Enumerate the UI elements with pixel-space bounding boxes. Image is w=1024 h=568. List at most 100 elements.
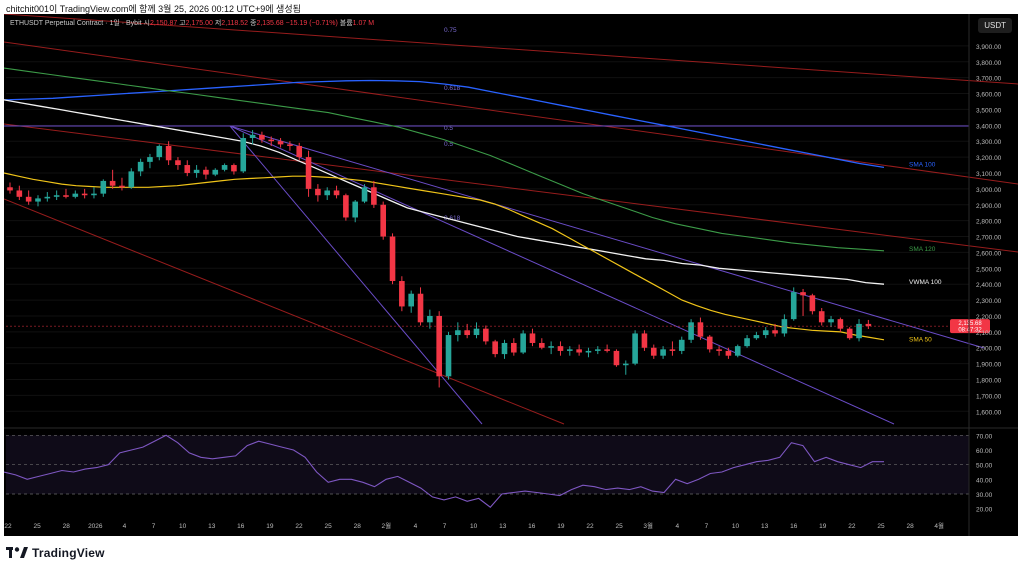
candle-body[interactable] (165, 145, 172, 161)
candle-body[interactable] (641, 333, 648, 348)
channel-line[interactable] (3, 198, 565, 425)
candle-body[interactable] (361, 187, 368, 202)
chart-area[interactable]: ETHUSDT Perpetual Contract · 1일 · Bybit … (3, 13, 1019, 536)
candle-body[interactable] (548, 346, 554, 348)
candle-body[interactable] (865, 323, 872, 327)
price-badge[interactable] (950, 319, 990, 334)
candle-body[interactable] (63, 195, 69, 197)
candle-body[interactable] (706, 336, 713, 350)
candle-body[interactable] (445, 335, 452, 377)
candle-body[interactable] (7, 187, 13, 191)
candle-body[interactable] (287, 144, 293, 146)
candle-body[interactable] (846, 328, 853, 339)
tradingview-brand-text[interactable]: TradingView (32, 546, 105, 560)
channel-line[interactable] (3, 13, 1019, 85)
candle-body[interactable] (716, 349, 722, 351)
candle-body[interactable] (632, 333, 638, 364)
candle-body[interactable] (16, 190, 23, 197)
candle-body[interactable] (399, 281, 405, 307)
candle-body[interactable] (371, 187, 377, 205)
candle-body[interactable] (734, 346, 741, 356)
trend-line[interactable] (229, 125, 895, 425)
candle-body[interactable] (427, 315, 433, 323)
candle-body[interactable] (818, 311, 825, 323)
candle-body[interactable] (436, 315, 442, 377)
candle-body[interactable] (249, 134, 256, 139)
candle-body[interactable] (203, 169, 209, 175)
candle-body[interactable] (343, 195, 349, 218)
candle-body[interactable] (650, 347, 657, 356)
candle-body[interactable] (109, 180, 116, 186)
candle-body[interactable] (119, 185, 125, 188)
candle-body[interactable] (557, 346, 564, 351)
candle-body[interactable] (408, 293, 414, 307)
candle-body[interactable] (455, 330, 461, 336)
tradingview-logo-icon[interactable] (6, 547, 28, 559)
candle-body[interactable] (520, 333, 526, 353)
candle-body[interactable] (483, 328, 489, 342)
candle-body[interactable] (613, 350, 620, 366)
candle-body[interactable] (585, 350, 592, 353)
candle-body[interactable] (231, 165, 237, 172)
candle-body[interactable] (324, 190, 331, 196)
candle-body[interactable] (856, 323, 862, 339)
candle-body[interactable] (567, 349, 573, 351)
candle-body[interactable] (389, 236, 396, 282)
candle-body[interactable] (809, 295, 816, 312)
candle-body[interactable] (660, 349, 666, 356)
channel-line[interactable] (3, 41, 1019, 185)
currency-badge[interactable]: USDT (978, 18, 1012, 33)
candle-body[interactable] (72, 193, 79, 197)
channel-line[interactable] (3, 123, 1019, 253)
candle-body[interactable] (137, 161, 144, 172)
candle-body[interactable] (492, 341, 498, 355)
candle-body[interactable] (529, 333, 536, 343)
candle-body[interactable] (669, 349, 676, 351)
candle-body[interactable] (25, 196, 32, 202)
candle-body[interactable] (240, 138, 247, 172)
candle-body[interactable] (837, 319, 844, 329)
candle-body[interactable] (417, 293, 424, 323)
candle-body[interactable] (212, 169, 219, 175)
candle-body[interactable] (296, 145, 303, 158)
candle-body[interactable] (473, 328, 480, 336)
candle-body[interactable] (594, 349, 601, 351)
candle-body[interactable] (828, 319, 834, 323)
candle-body[interactable] (259, 134, 265, 140)
candle-body[interactable] (781, 319, 788, 334)
candle-body[interactable] (688, 322, 694, 340)
candle-body[interactable] (221, 165, 228, 170)
candle-body[interactable] (697, 322, 704, 337)
candle-body[interactable] (352, 201, 359, 218)
candle-body[interactable] (44, 196, 51, 199)
trend-line[interactable] (229, 125, 985, 349)
candle-body[interactable] (184, 165, 191, 173)
candle-body[interactable] (277, 141, 284, 145)
candle-body[interactable] (305, 157, 312, 189)
candle-body[interactable] (53, 195, 60, 197)
candle-body[interactable] (753, 335, 760, 339)
candle-body[interactable] (333, 190, 340, 196)
candle-body[interactable] (175, 160, 181, 166)
candle-body[interactable] (501, 342, 508, 355)
candle-body[interactable] (128, 171, 135, 188)
candle-body[interactable] (35, 198, 41, 202)
candle-body[interactable] (762, 330, 769, 336)
candle-body[interactable] (91, 193, 97, 196)
candle-body[interactable] (156, 145, 163, 158)
candle-body[interactable] (193, 169, 200, 173)
candle-body[interactable] (539, 342, 545, 348)
candle-body[interactable] (576, 349, 582, 353)
candle-body[interactable] (772, 330, 778, 334)
candle-body[interactable] (100, 180, 107, 194)
candle-body[interactable] (725, 350, 732, 356)
candle-body[interactable] (268, 139, 275, 142)
candle-body[interactable] (147, 157, 153, 162)
candle-body[interactable] (622, 363, 629, 366)
candle-body[interactable] (790, 292, 797, 320)
candle-body[interactable] (315, 188, 321, 196)
candle-body[interactable] (380, 204, 386, 237)
candle-body[interactable] (464, 330, 470, 336)
candle-body[interactable] (604, 349, 610, 351)
candle-body[interactable] (81, 193, 88, 196)
